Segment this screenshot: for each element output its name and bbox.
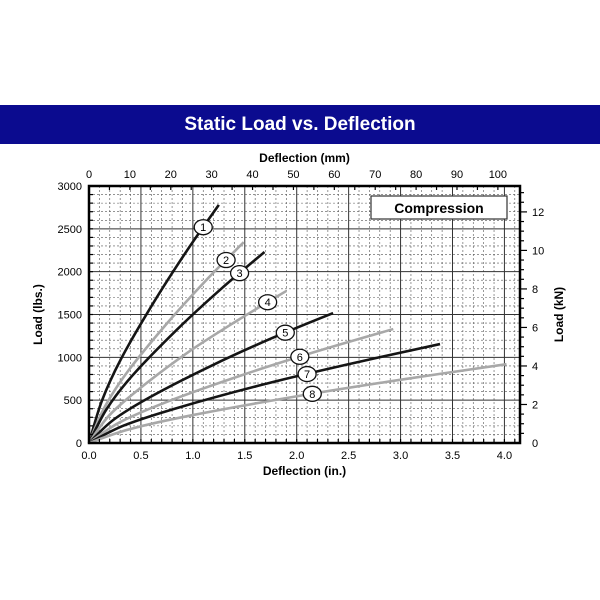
x-axis-title: Deflection (in.): [263, 464, 346, 478]
y2-tick-label: 6: [532, 322, 538, 334]
x-tick-label: 0.5: [133, 450, 148, 462]
curve-label-text: 6: [297, 352, 303, 364]
curve-6: [88, 327, 394, 445]
y-tick-label: 500: [64, 395, 82, 407]
y-tick-label: 3000: [58, 181, 82, 193]
curve-label-text: 2: [223, 255, 229, 267]
curve-label-4: 4: [257, 294, 278, 311]
x-tick-label: 2.5: [341, 450, 356, 462]
curve-label-text: 1: [200, 222, 206, 234]
curve-8: [88, 362, 507, 445]
curve-label-circle: [302, 385, 322, 402]
curve-2: [87, 241, 245, 444]
y-tick-label: 1000: [58, 352, 82, 364]
curve-label-text: 5: [282, 328, 288, 340]
x2-tick-label: 30: [206, 169, 218, 181]
chart-title-banner: Static Load vs. Deflection: [0, 105, 600, 144]
compression-label: Compression: [394, 200, 483, 216]
curve-label-circle: [275, 324, 295, 341]
y-tick-label: 0: [76, 438, 82, 450]
x-tick-label: 1.0: [185, 450, 200, 462]
curve-label-text: 3: [237, 268, 243, 280]
x2-tick-label: 70: [369, 169, 381, 181]
grid: [89, 186, 520, 443]
curve-label-7: 7: [297, 365, 317, 383]
x2-tick-label: 50: [287, 169, 299, 181]
curves: 1 23 4 567 8: [87, 204, 507, 445]
y2-tick-label: 12: [532, 207, 544, 219]
chart-title: Static Load vs. Deflection: [184, 113, 416, 135]
x-tick-label: 3.0: [393, 450, 408, 462]
curve-1: [87, 204, 220, 444]
curve-label-1: 1: [193, 219, 213, 236]
x2-tick-label: 100: [489, 169, 507, 181]
curve-7: [88, 342, 441, 445]
y2-tick-label: 10: [532, 245, 544, 257]
x-tick-label: 4.0: [497, 450, 512, 462]
curve-label-2: 2: [216, 251, 236, 269]
x2-axis-title: Deflection (mm): [259, 151, 350, 165]
x2-tick-label: 10: [124, 169, 136, 181]
curve-label-circle: [297, 365, 317, 383]
curve-label-text: 4: [265, 297, 271, 309]
curve-label-text: 7: [304, 369, 310, 381]
y-axis-title: Load (lbs.): [31, 284, 45, 345]
compression-box: Compression: [370, 195, 508, 220]
x-tick-label: 3.5: [445, 450, 460, 462]
axes: 0.0 0.5 1.0 1.5 2.0 2.5 3.0 3.5 4.00 10 20 30 40 50 60…: [31, 151, 566, 478]
y-tick-label: 2500: [58, 224, 82, 236]
x-tick-label: 0.0: [81, 450, 96, 462]
x2-tick-label: 0: [86, 169, 92, 181]
curve-label-text: 8: [309, 389, 315, 401]
x-tick-label: 2.0: [289, 450, 304, 462]
x-tick-label: 1.5: [237, 450, 252, 462]
curve-label-circle: [257, 294, 278, 311]
curve-label-8: 8: [302, 385, 322, 402]
y2-axis-title: Load (kN): [552, 287, 566, 342]
x2-tick-label: 40: [246, 169, 258, 181]
curve-label-circle: [216, 251, 236, 269]
y-tick-label: 2000: [58, 267, 82, 279]
curve-label-circle: [193, 219, 213, 236]
curve-label-3: 3: [229, 265, 250, 282]
curve-3: [87, 250, 266, 444]
y2-tick-label: 0: [532, 438, 538, 450]
y-tick-label: 1500: [58, 310, 82, 322]
curve-label-circle: [229, 265, 250, 282]
curve-4: [87, 289, 287, 444]
y2-tick-label: 8: [532, 284, 538, 296]
curve-label-5: 5: [275, 324, 295, 341]
curve-label-circle: [290, 348, 310, 365]
x2-tick-label: 20: [165, 169, 177, 181]
x2-tick-label: 60: [328, 169, 340, 181]
y2-tick-label: 2: [532, 399, 538, 411]
x2-tick-label: 90: [451, 169, 463, 181]
curve-label-6: 6: [290, 348, 310, 365]
y2-tick-label: 4: [532, 361, 538, 373]
x2-tick-label: 80: [410, 169, 422, 181]
